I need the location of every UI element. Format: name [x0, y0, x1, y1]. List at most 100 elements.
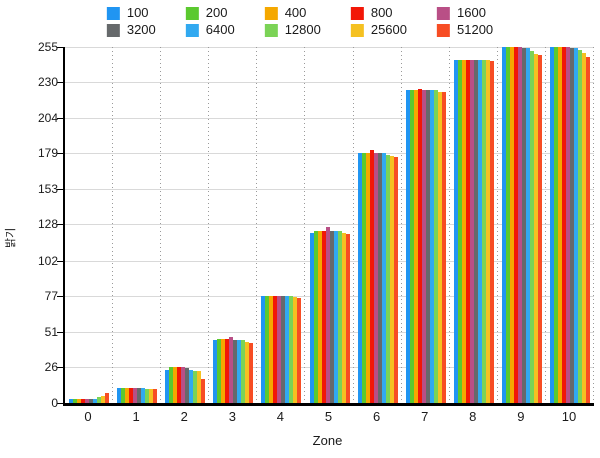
legend-label: 100 — [126, 5, 149, 20]
bar-51200-zone-3 — [249, 342, 254, 403]
x-axis-labels: 0 1 2 3 4 5 6 7 8 9 10 — [64, 409, 593, 424]
bar-3200-zone-10 — [569, 48, 574, 403]
bar-12800-zone-9 — [529, 51, 534, 403]
y-tick-label: 26 — [44, 359, 58, 374]
bar-25600-zone-6 — [389, 155, 394, 403]
x-tick-label: 0 — [84, 409, 92, 424]
bar-12800-zone-0 — [97, 397, 102, 403]
bar-100-zone-0 — [69, 398, 74, 403]
bar-6400-zone-2 — [189, 369, 194, 403]
bar-group-zone-8 — [450, 47, 498, 403]
bar-6400-zone-0 — [93, 398, 98, 403]
bar-12800-zone-2 — [193, 370, 198, 403]
bar-3200-zone-5 — [329, 231, 334, 403]
y-tick-mark — [57, 366, 63, 368]
bar-800-zone-6 — [369, 150, 374, 403]
legend: 100 200 400 800 1600 3200 6400 12800 25600 51200 — [106, 5, 493, 37]
bar-3200-zone-4 — [281, 295, 286, 403]
gridline-vertical — [448, 47, 450, 403]
bar-800-zone-1 — [129, 387, 134, 403]
bar-3200-zone-1 — [137, 387, 142, 403]
bar-200-zone-6 — [361, 153, 366, 403]
bar-400-zone-8 — [461, 59, 466, 403]
bar-100-zone-4 — [261, 295, 266, 403]
bar-400-zone-4 — [269, 295, 274, 403]
gridline-vertical — [593, 47, 594, 403]
gridline-horizontal — [65, 189, 594, 191]
bar-3200-zone-7 — [425, 90, 430, 403]
bar-25600-zone-9 — [533, 53, 538, 403]
bar-51200-zone-5 — [345, 234, 350, 403]
y-tick-mark — [57, 118, 63, 120]
gridline-vertical — [496, 47, 498, 403]
legend-swatch-icon — [437, 6, 450, 20]
bar-200-zone-1 — [121, 387, 126, 403]
bar-3200-zone-2 — [185, 368, 190, 403]
x-tick-label: 6 — [372, 409, 381, 424]
y-tick-label: 230 — [37, 74, 58, 89]
bar-12800-zone-4 — [289, 295, 294, 403]
bar-group-zone-1 — [113, 47, 161, 403]
y-tick-mark — [57, 295, 63, 297]
bar-200-zone-4 — [265, 295, 270, 403]
bar-200-zone-7 — [409, 90, 414, 403]
legend-swatch-icon — [350, 6, 364, 20]
bar-6400-zone-10 — [573, 48, 578, 403]
bar-1600-zone-0 — [85, 398, 90, 403]
bar-3200-zone-0 — [89, 398, 94, 403]
bar-3200-zone-8 — [473, 59, 478, 403]
bar-100-zone-1 — [117, 387, 122, 403]
legend-label: 800 — [370, 5, 393, 20]
bar-12800-zone-3 — [241, 340, 246, 403]
legend-label: 200 — [205, 5, 228, 20]
x-tick-label: 3 — [228, 409, 236, 424]
y-tick-mark — [57, 260, 63, 262]
gridline-horizontal — [65, 118, 594, 120]
bar-800-zone-4 — [273, 295, 278, 403]
legend-label: 400 — [284, 5, 307, 20]
y-tick-label: 102 — [37, 253, 58, 268]
bar-1600-zone-4 — [277, 295, 282, 403]
bar-12800-zone-7 — [433, 90, 438, 403]
bar-1600-zone-2 — [181, 366, 186, 403]
bar-12800-zone-8 — [481, 59, 486, 403]
bar-1600-zone-6 — [373, 153, 378, 403]
bar-group-zone-2 — [161, 47, 209, 403]
bar-100-zone-5 — [309, 232, 314, 403]
gridline-horizontal — [65, 153, 594, 155]
legend-label: 1600 — [457, 5, 486, 20]
bar-51200-zone-2 — [201, 379, 206, 403]
bar-800-zone-0 — [81, 398, 86, 403]
bar-400-zone-6 — [365, 153, 370, 403]
bar-200-zone-9 — [505, 47, 510, 403]
bar-800-zone-3 — [225, 338, 230, 403]
gridline-vertical — [544, 47, 546, 403]
bar-200-zone-8 — [457, 59, 462, 403]
bar-100-zone-7 — [405, 90, 410, 403]
bar-group-zone-9 — [498, 47, 546, 403]
bar-12800-zone-5 — [337, 231, 342, 403]
bar-800-zone-9 — [513, 47, 518, 403]
bar-400-zone-5 — [317, 231, 322, 403]
bar-1600-zone-3 — [229, 337, 234, 403]
legend-item-400: 400 — [264, 5, 321, 20]
y-tick-label: 51 — [44, 324, 58, 339]
legend-swatch-icon — [106, 6, 120, 20]
y-tick-mark — [57, 189, 63, 191]
bar-25600-zone-7 — [437, 91, 442, 403]
legend-swatch-icon — [437, 23, 450, 37]
bar-25600-zone-10 — [581, 52, 586, 403]
bar-6400-zone-3 — [237, 340, 242, 403]
gridline-vertical — [400, 47, 402, 403]
legend-item-3200: 3200 — [106, 23, 156, 37]
bar-25600-zone-1 — [149, 389, 154, 403]
bar-1600-zone-1 — [133, 387, 138, 403]
bar-100-zone-3 — [213, 340, 218, 403]
legend-swatch-icon — [185, 23, 199, 37]
bar-6400-zone-5 — [333, 231, 338, 403]
y-tick-label: 0 — [51, 396, 58, 410]
y-tick-label: 179 — [37, 146, 58, 161]
x-tick-label: 10 — [561, 409, 577, 424]
bar-6400-zone-7 — [429, 90, 434, 403]
x-tick-label: 7 — [421, 409, 429, 424]
